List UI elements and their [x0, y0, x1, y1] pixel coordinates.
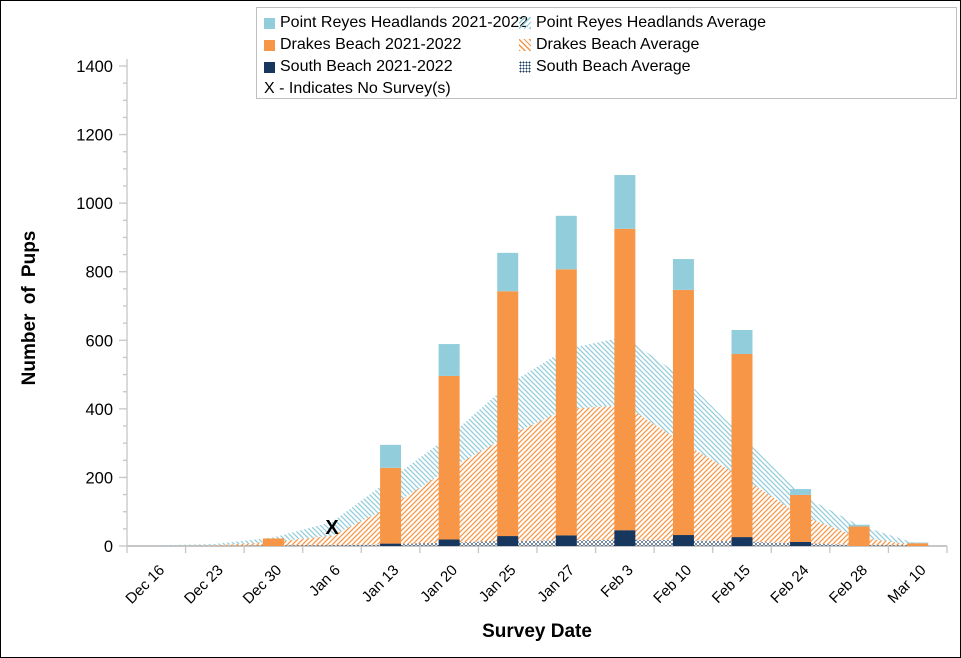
x-axis-tick-label: Mar 10: [885, 562, 930, 607]
legend-label: South Beach 2021-2022: [280, 58, 453, 75]
bar-segment-south-beach-2021-2022: [555, 535, 577, 546]
bar-segment-point-reyes-headlands-2021-2022: [380, 444, 402, 468]
x-axis-title: Survey Date: [482, 621, 592, 642]
y-axis-tick-label: 400: [85, 401, 113, 419]
y-axis-tick-label: 200: [85, 469, 113, 487]
area-drakes-beach-average: [156, 405, 918, 546]
x-axis-tick-label: Dec 30: [240, 562, 286, 608]
legend-swatch-solid: [264, 39, 275, 51]
bar-segment-south-beach-2021-2022: [672, 535, 694, 546]
legend-label: South Beach Average: [536, 58, 691, 75]
season-bars: [262, 175, 929, 546]
x-axis-tick-label: Jan 27: [534, 562, 578, 606]
bar-segment-south-beach-2021-2022: [380, 543, 402, 546]
legend-swatch-dots: [519, 61, 531, 73]
legend-column-current-season: Point Reyes Headlands 2021-2022 Drakes Be…: [264, 12, 528, 100]
bar-segment-drakes-beach-2021-2022: [555, 269, 577, 536]
bar-segment-drakes-beach-2021-2022: [848, 526, 870, 546]
bar-segment-drakes-beach-2021-2022: [614, 228, 636, 531]
bar-segment-drakes-beach-2021-2022: [907, 543, 929, 546]
bar-segment-drakes-beach-2021-2022: [262, 538, 284, 546]
bar-segment-drakes-beach-2021-2022: [380, 467, 402, 544]
bar-segment-point-reyes-headlands-2021-2022: [848, 524, 870, 527]
legend-item: South Beach 2021-2022: [264, 56, 528, 78]
legend-label: Point Reyes Headlands Average: [536, 14, 767, 31]
bar-segment-south-beach-2021-2022: [497, 536, 519, 546]
legend-swatch-solid: [264, 17, 275, 29]
bar-segment-south-beach-2021-2022: [438, 539, 460, 546]
legend-label: Drakes Beach Average: [536, 36, 700, 53]
legend-column-averages: Point Reyes Headlands Average Drakes Beac…: [519, 12, 766, 78]
x-axis-tick-label: Dec 16: [122, 562, 168, 608]
x-axis-tick-label: Jan 25: [476, 562, 520, 606]
bar-segment-point-reyes-headlands-2021-2022: [731, 330, 753, 354]
legend: Point Reyes Headlands 2021-2022 Drakes Be…: [256, 7, 957, 99]
x-axis-tick-label: Dec 23: [181, 562, 227, 608]
bar-segment-point-reyes-headlands-2021-2022: [438, 344, 460, 376]
legend-swatch-diag-down: [519, 17, 531, 29]
bar-segment-point-reyes-headlands-2021-2022: [614, 175, 636, 229]
bar-segment-drakes-beach-2021-2022: [672, 289, 694, 536]
legend-item: South Beach Average: [519, 56, 766, 78]
x-axis-tick-label: Jan 20: [417, 562, 461, 606]
legend-item: Point Reyes Headlands 2021-2022: [264, 12, 528, 34]
bar-segment-point-reyes-headlands-2021-2022: [790, 489, 812, 495]
bar-segment-drakes-beach-2021-2022: [438, 375, 460, 540]
legend-label: Point Reyes Headlands 2021-2022: [280, 14, 529, 31]
x-axis-tick-label: Jan 6: [306, 562, 344, 600]
x-axis-tick-label: Feb 15: [709, 562, 754, 607]
bar-segment-drakes-beach-2021-2022: [790, 494, 812, 542]
bar-segment-south-beach-2021-2022: [790, 541, 812, 546]
x-axis-tick-label: Feb 10: [650, 562, 695, 607]
bar-segment-south-beach-2021-2022: [614, 530, 636, 546]
y-axis-tick-label: 1200: [76, 127, 113, 145]
bar-segment-point-reyes-headlands-2021-2022: [907, 542, 929, 544]
bar-segment-drakes-beach-2021-2022: [497, 291, 519, 537]
x-axis-tick-label: Feb 24: [767, 562, 812, 607]
legend-swatch-solid: [264, 61, 275, 73]
legend-label: X - Indicates No Survey(s): [264, 80, 451, 97]
x-axis-tick-label: Feb 3: [598, 562, 637, 601]
area-south-beach-average: [156, 539, 918, 546]
bar-segment-point-reyes-headlands-2021-2022: [497, 252, 519, 292]
y-axis-tick-label: 800: [85, 264, 113, 282]
y-axis-title: Number of Pups: [19, 231, 40, 386]
legend-swatch-diag-up: [519, 39, 531, 51]
y-axis-tick-label: 600: [85, 332, 113, 350]
average-areas: [156, 336, 918, 546]
area-point-reyes-headlands-average: [156, 336, 918, 546]
bar-segment-point-reyes-headlands-2021-2022: [672, 259, 694, 290]
legend-item: X - Indicates No Survey(s): [264, 78, 528, 100]
legend-item: Drakes Beach 2021-2022: [264, 34, 528, 56]
legend-label: Drakes Beach 2021-2022: [280, 36, 462, 53]
bar-segment-south-beach-2021-2022: [731, 537, 753, 546]
x-axis-tick-label: Feb 28: [826, 562, 871, 607]
x-axis-tick-label: Jan 13: [359, 562, 403, 606]
legend-item: Point Reyes Headlands Average: [519, 12, 766, 34]
legend-item: Drakes Beach Average: [519, 34, 766, 56]
y-axis-tick-label: 1000: [76, 195, 113, 213]
y-axis-tick-label: 0: [104, 538, 113, 556]
bar-segment-point-reyes-headlands-2021-2022: [555, 215, 577, 270]
no-survey-marker: X: [325, 517, 339, 539]
bar-segment-drakes-beach-2021-2022: [731, 354, 753, 538]
y-axis-tick-label: 1400: [76, 58, 113, 76]
